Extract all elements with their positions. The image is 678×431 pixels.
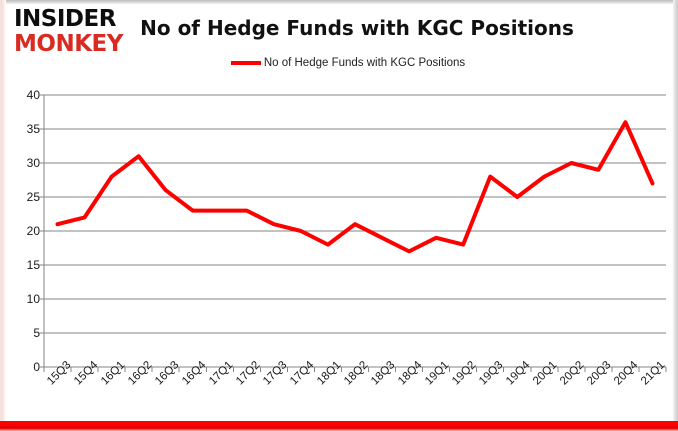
- x-axis-label: 15Q3: [44, 359, 73, 388]
- x-axis-label: 19Q4: [504, 359, 533, 388]
- x-axis-label: 20Q1: [531, 359, 560, 388]
- logo-text-insider: INSIDER: [14, 6, 116, 32]
- x-axis-label: 19Q2: [450, 359, 479, 388]
- y-axis-label: 0: [33, 360, 40, 374]
- y-axis-label: 25: [26, 190, 40, 204]
- x-axis-label: 16Q2: [125, 359, 155, 388]
- frame-border-bottom: [0, 422, 678, 431]
- y-axis-label: 30: [26, 156, 40, 170]
- legend-series-label: No of Hedge Funds with KGC Positions: [263, 57, 466, 69]
- x-axis-label: 18Q4: [396, 359, 425, 388]
- x-axis-label: 15Q4: [71, 359, 100, 388]
- insider-monkey-logo: INSIDER MONKEY: [14, 8, 134, 56]
- x-axis-label: 16Q3: [152, 359, 182, 388]
- chart-title: No of Hedge Funds with KGC Positions: [140, 16, 574, 40]
- logo-text-monkey: MONKEY: [14, 31, 123, 57]
- x-axis-label: 16Q1: [98, 359, 127, 388]
- x-axis-label: 18Q3: [369, 359, 398, 388]
- x-axis-label: 16Q4: [179, 359, 209, 388]
- y-axis-label: 10: [26, 292, 40, 306]
- y-axis-label: 40: [26, 88, 40, 102]
- x-axis-label: 17Q2: [233, 359, 263, 388]
- x-axis-label: 19Q3: [477, 359, 506, 388]
- x-axis-label: 18Q1: [314, 359, 344, 388]
- frame-border-right: [673, 0, 678, 431]
- x-axis-label: 17Q3: [260, 359, 290, 388]
- frame-border-left: [0, 0, 6, 431]
- x-axis-label: 19Q1: [423, 359, 452, 388]
- data-series-line: [55, 120, 655, 254]
- y-axis-label: 35: [26, 122, 40, 136]
- y-axis-label: 15: [26, 258, 40, 272]
- frame-border-top: [0, 0, 678, 4]
- x-axis-label: 20Q2: [558, 359, 587, 388]
- x-axis-label: 21Q1: [639, 359, 668, 388]
- x-axis-label: 17Q4: [287, 359, 317, 388]
- y-axis-label: 20: [26, 224, 40, 238]
- x-axis-label: 20Q4: [612, 359, 641, 388]
- frame-accent-bar: [0, 421, 678, 424]
- x-axis-label: 18Q2: [342, 359, 371, 388]
- y-axis-tick-labels: 40 35 30 25 20 15 10 5 0: [14, 88, 40, 376]
- y-axis-label: 5: [33, 326, 40, 340]
- chart-legend: No of Hedge Funds with KGC Positions: [0, 57, 678, 69]
- legend-color-swatch: [230, 61, 261, 65]
- x-axis-label: 17Q1: [206, 359, 236, 388]
- x-axis-label: 20Q3: [585, 359, 614, 388]
